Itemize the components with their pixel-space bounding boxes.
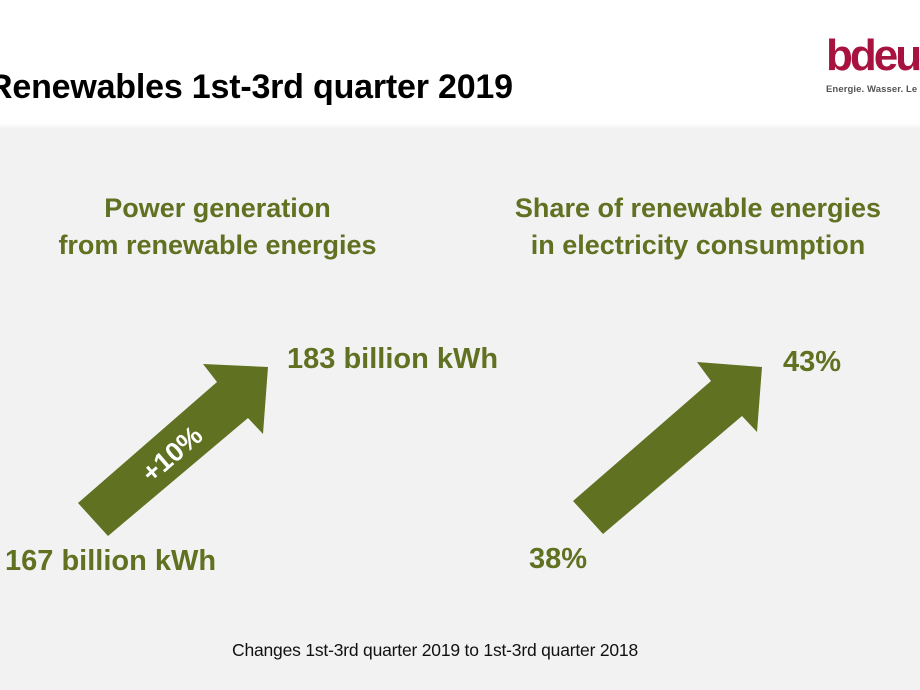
renewable-share-start-value: 38%	[529, 543, 588, 575]
heading-line: Share of renewable energies	[514, 193, 882, 223]
slide-header: Renewables 1st-3rd quarter 2019 bdeu Ene…	[0, 0, 920, 129]
renewable-share-heading: Share of renewable energies in electrici…	[478, 190, 918, 264]
footnote: Changes 1st-3rd quarter 2019 to 1st-3rd …	[232, 640, 638, 660]
heading-line: from renewable energies	[58, 230, 377, 260]
heading-line: Power generation	[104, 193, 331, 223]
bdew-logo: bdeu Energie. Wasser. Le	[826, 31, 920, 96]
renewable-share-end-value: 43%	[783, 346, 842, 378]
slide-title: Renewables 1st-3rd quarter 2019	[0, 68, 513, 106]
arrow-up-right-icon	[573, 362, 762, 534]
renewable-share-arrow	[573, 362, 762, 534]
arrow-up-right-icon: +10%	[78, 364, 268, 536]
power-generation-heading: Power generation from renewable energies	[20, 190, 415, 264]
logo-tagline: Energie. Wasser. Le	[826, 84, 918, 95]
power-generation-arrow	[78, 364, 268, 536]
power-generation-end-value: 183 billion kWh	[287, 343, 499, 375]
logo-wordmark: bdeu	[826, 31, 920, 80]
power-generation-start-value: 167 billion kWh	[5, 545, 217, 577]
heading-line: in electricity consumption	[530, 230, 866, 260]
